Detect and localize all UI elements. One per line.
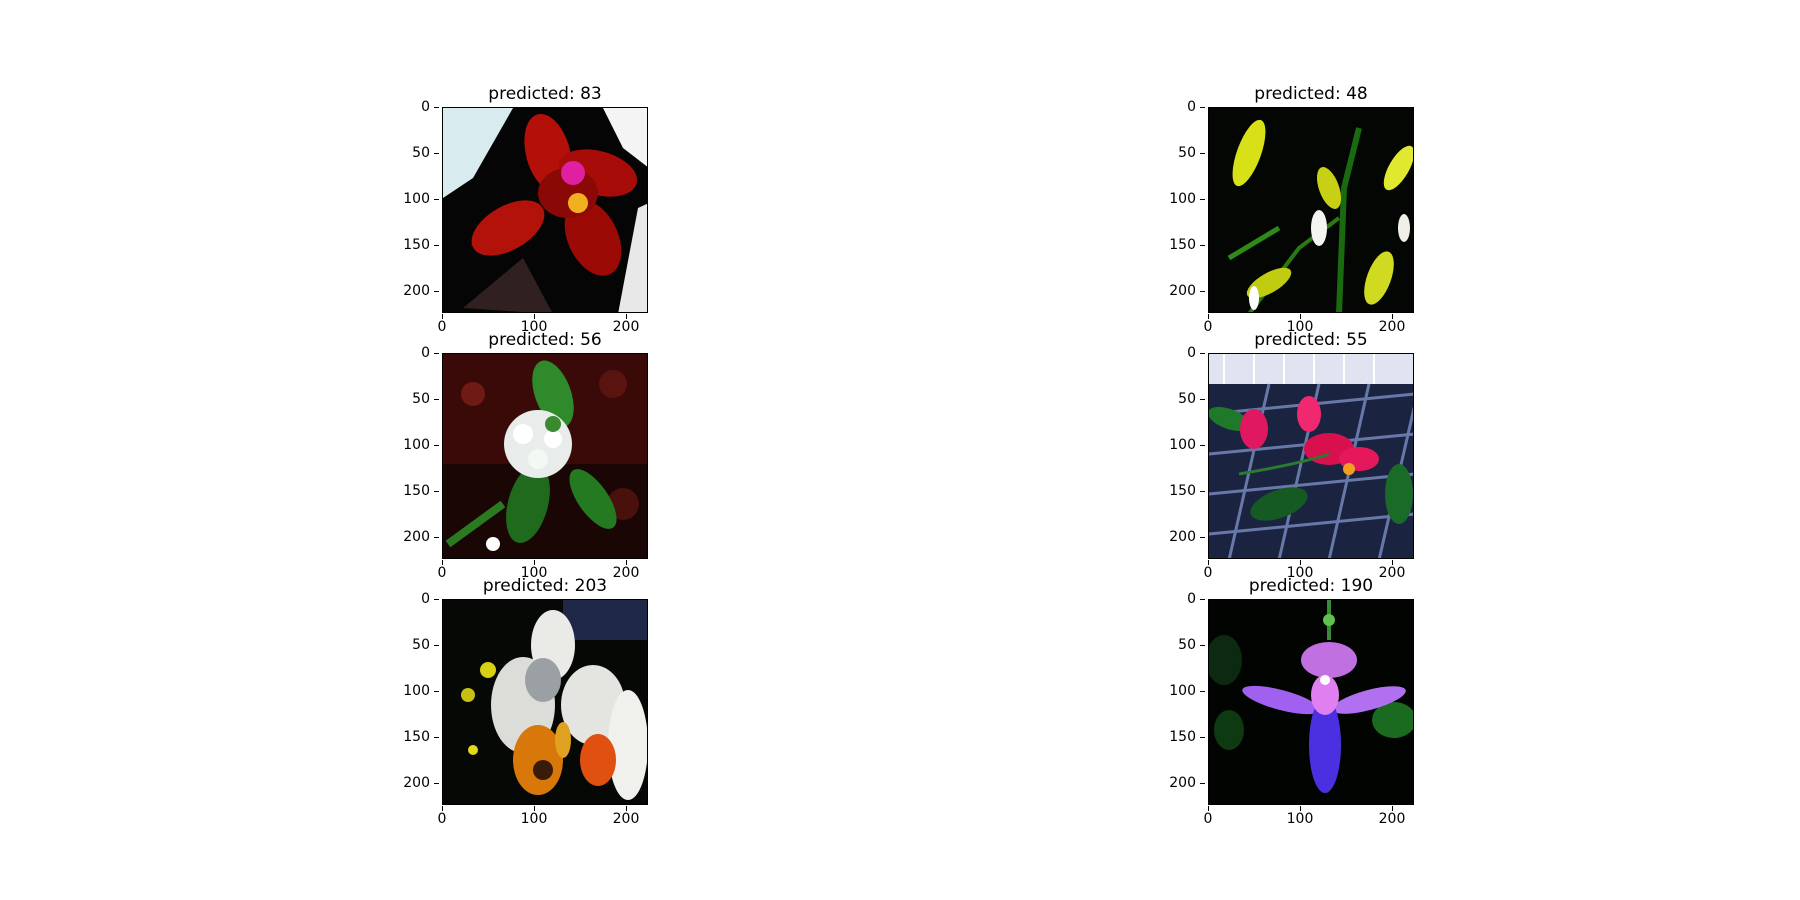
x-tick-label: 100: [1280, 806, 1320, 826]
subplot-title: predicted: 48: [1254, 84, 1368, 104]
x-tick-label: 200: [606, 560, 646, 580]
y-tick-label: 100: [1150, 684, 1205, 698]
image-axes: [442, 107, 648, 313]
y-tick-label: 200: [1150, 776, 1205, 790]
subplot-title: predicted: 56: [488, 330, 602, 350]
subplot-2: predicted: 48 0 50 100 150 200 0 100 200: [1120, 84, 1480, 334]
subplot-5: predicted: 203 0 50 100 150 200 0 100 20…: [354, 576, 714, 826]
purple-orchid-icon: [1209, 600, 1413, 804]
subplot-title: predicted: 190: [1248, 576, 1374, 596]
y-tick-label: 200: [384, 776, 439, 790]
image-axes: [442, 599, 648, 805]
x-tick-label: 0: [422, 560, 462, 580]
x-tick-label: 0: [1188, 560, 1228, 580]
image-axes: [1208, 599, 1414, 805]
x-tick-label: 0: [422, 314, 462, 334]
white-flower-cluster-icon: [443, 354, 647, 558]
x-tick-label: 0: [1188, 314, 1228, 334]
y-tick-label: 0: [1150, 100, 1205, 114]
y-tick-label: 150: [384, 484, 439, 498]
subplot-3: predicted: 56 0 50 100 150 200 0 100 200: [354, 330, 714, 580]
image-axes: [1208, 107, 1414, 313]
subplot-title: predicted: 83: [488, 84, 602, 104]
white-phalaenopsis-icon: [443, 600, 647, 804]
y-tick-label: 50: [1150, 146, 1205, 160]
y-tick-label: 100: [384, 438, 439, 452]
subplot-4: predicted: 55: [1120, 330, 1480, 580]
y-tick-label: 200: [1150, 530, 1205, 544]
y-tick-label: 50: [1150, 638, 1205, 652]
x-tick-label: 100: [1280, 560, 1320, 580]
subplot-title: predicted: 203: [482, 576, 608, 596]
y-tick-label: 150: [384, 238, 439, 252]
x-tick-label: 200: [1372, 560, 1412, 580]
x-tick-label: 200: [1372, 806, 1412, 826]
y-tick-label: 200: [384, 530, 439, 544]
y-tick-label: 150: [1150, 484, 1205, 498]
yellow-orchid-spray-icon: [1209, 108, 1413, 312]
image-axes: [1208, 353, 1414, 559]
x-tick-label: 100: [1280, 314, 1320, 334]
y-tick-label: 0: [1150, 592, 1205, 606]
x-tick-label: 100: [514, 314, 554, 334]
x-tick-label: 0: [422, 806, 462, 826]
y-tick-label: 0: [384, 346, 439, 360]
red-orchid-icon: [443, 108, 647, 312]
y-tick-label: 100: [1150, 192, 1205, 206]
x-tick-label: 200: [606, 314, 646, 334]
y-tick-label: 100: [384, 684, 439, 698]
y-tick-label: 100: [384, 192, 439, 206]
y-tick-label: 150: [384, 730, 439, 744]
subplot-1: predicted: 83 0 50 100 150 200 0 100 200: [354, 84, 714, 334]
subplot-title: predicted: 55: [1254, 330, 1368, 350]
y-tick-label: 50: [1150, 392, 1205, 406]
x-tick-label: 200: [1372, 314, 1412, 334]
pink-orchid-on-mesh-icon: [1209, 354, 1413, 558]
y-tick-label: 50: [384, 638, 439, 652]
x-tick-label: 0: [1188, 806, 1228, 826]
subplot-6: predicted: 190 0 50 100 150 200 0 100 20…: [1120, 576, 1480, 826]
y-tick-label: 0: [1150, 346, 1205, 360]
x-tick-label: 100: [514, 560, 554, 580]
y-tick-label: 150: [1150, 238, 1205, 252]
x-tick-label: 200: [606, 806, 646, 826]
image-axes: [442, 353, 648, 559]
y-tick-label: 0: [384, 592, 439, 606]
y-tick-label: 100: [1150, 438, 1205, 452]
x-tick-label: 100: [514, 806, 554, 826]
y-tick-label: 200: [1150, 284, 1205, 298]
y-tick-label: 150: [1150, 730, 1205, 744]
y-tick-label: 50: [384, 146, 439, 160]
y-tick-label: 0: [384, 100, 439, 114]
y-tick-label: 200: [384, 284, 439, 298]
y-tick-label: 50: [384, 392, 439, 406]
